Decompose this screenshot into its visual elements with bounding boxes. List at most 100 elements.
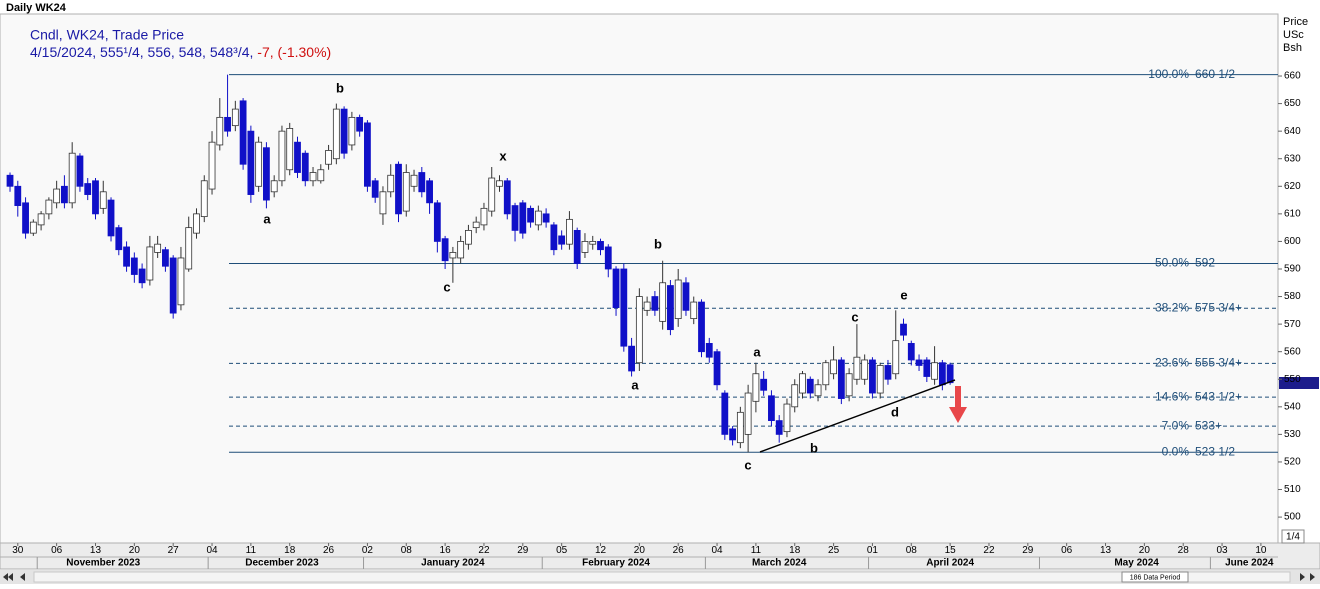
candle-body [760, 378, 768, 391]
x-tick-label: 29 [517, 545, 529, 556]
scroll-back[interactable] [20, 573, 25, 581]
candle-body [931, 362, 938, 380]
fib-percent: 100.0% [1148, 67, 1189, 81]
x-tick-label: 08 [401, 545, 413, 556]
candle-body [395, 163, 402, 215]
candle-body [511, 205, 519, 231]
fib-label: 592 [1195, 256, 1215, 270]
y-tick-label: 530 [1284, 429, 1301, 440]
data-period: 186 Data Period [1130, 574, 1181, 581]
x-tick-label: 18 [284, 545, 296, 556]
fib-percent: 38.2% [1155, 300, 1189, 314]
x-tick-label: 11 [246, 545, 257, 556]
candle-body [822, 362, 830, 386]
candle-body [806, 378, 814, 394]
month-label: December 2023 [245, 558, 319, 569]
candle-body [61, 185, 68, 204]
x-tick-label: 28 [1178, 545, 1190, 556]
candle-body [465, 229, 472, 245]
month-label: June 2024 [1225, 558, 1274, 569]
candle-body [845, 373, 853, 397]
current-price-marker [1279, 377, 1319, 389]
scroll-forward[interactable] [1300, 573, 1305, 581]
candle-body [263, 147, 270, 201]
candle-body [713, 351, 721, 386]
candle-body [566, 218, 573, 245]
y-tick-label: 660 [1284, 71, 1301, 82]
candle-body [325, 150, 332, 165]
candle-body [309, 172, 317, 182]
fib-label: 575 3/4+ [1195, 300, 1242, 314]
fib-label: 533+ [1195, 418, 1222, 432]
candle-body [534, 210, 542, 226]
y-tick-label: 520 [1284, 457, 1301, 468]
candle-body [130, 257, 138, 275]
candle-body [635, 296, 643, 364]
candle-body [301, 152, 309, 182]
candle-body [651, 296, 659, 311]
candle-body [938, 362, 946, 386]
candle-body [558, 235, 566, 245]
y-tick-label: 560 [1284, 346, 1301, 357]
x-tick-label: 05 [556, 545, 568, 556]
candle-body [348, 116, 356, 146]
candle-body [270, 180, 278, 193]
y-tick-label: 640 [1284, 126, 1301, 137]
x-tick-label: 22 [983, 545, 995, 556]
scroll-track[interactable] [33, 571, 1291, 583]
candle-body [208, 141, 216, 190]
candle-body [682, 282, 690, 311]
fib-percent: 50.0% [1155, 256, 1189, 270]
candle-body [457, 241, 465, 259]
page-indicator-box [1281, 529, 1305, 544]
x-tick-label: 13 [1100, 545, 1112, 556]
candle-body [550, 224, 558, 251]
candle-body [814, 384, 822, 397]
candle-body [861, 359, 869, 380]
candle-body [923, 359, 931, 377]
legend-line: Cndl, WK24, Trade Price [30, 27, 184, 43]
candle-body [22, 202, 29, 234]
y-axis-title: Bsh [1283, 42, 1302, 54]
wave-label: c [744, 457, 751, 472]
y-axis-title: Price [1283, 16, 1308, 28]
candle-body [597, 241, 604, 251]
candle-body [418, 172, 426, 193]
fib-percent: 14.6% [1155, 389, 1189, 403]
x-tick-label: 13 [90, 545, 102, 556]
candle-body [99, 191, 107, 209]
x-tick-label: 06 [1061, 545, 1073, 556]
scroll-first[interactable] [3, 573, 8, 581]
x-tick-label: 16 [440, 545, 452, 556]
candle-body [729, 428, 736, 441]
y-tick-label: 500 [1284, 512, 1301, 523]
candle-body [53, 188, 61, 204]
candle-body [698, 301, 705, 353]
x-tick-label: 12 [595, 545, 607, 556]
scroll-last[interactable] [1310, 573, 1315, 581]
arrow-shaft [955, 386, 961, 408]
wave-label: b [336, 80, 344, 95]
candle-body [612, 268, 620, 308]
candle-body [162, 249, 169, 267]
wave-label: c [851, 309, 858, 324]
x-tick-label: 20 [129, 545, 141, 556]
candle-body [488, 177, 496, 212]
candle-body [837, 359, 845, 399]
candle-body [496, 180, 503, 187]
candle-body [115, 227, 123, 251]
candle-body [107, 199, 115, 237]
candle-body [402, 172, 410, 212]
trend-line [759, 379, 956, 453]
x-tick-label: 02 [362, 545, 374, 556]
candle-body [674, 279, 682, 320]
x-tick-label: 25 [828, 545, 840, 556]
candle-body [573, 229, 581, 264]
scroll-first[interactable] [8, 573, 13, 581]
x-tick-label: 06 [51, 545, 63, 556]
fib-percent: 7.0% [1162, 418, 1190, 432]
candle-body [519, 202, 527, 234]
candle-body [783, 403, 791, 433]
candle-body [84, 183, 92, 195]
